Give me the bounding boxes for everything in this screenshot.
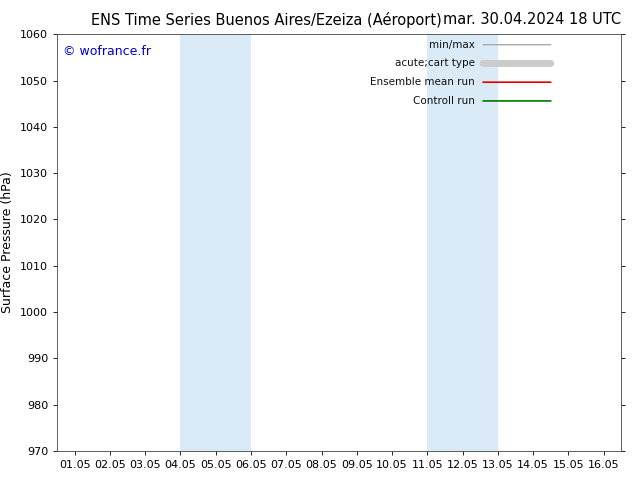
Text: Controll run: Controll run <box>413 96 475 106</box>
Text: ENS Time Series Buenos Aires/Ezeiza (Aéroport): ENS Time Series Buenos Aires/Ezeiza (Aér… <box>91 12 442 28</box>
Y-axis label: Surface Pressure (hPa): Surface Pressure (hPa) <box>1 172 15 314</box>
Text: mar. 30.04.2024 18 UTC: mar. 30.04.2024 18 UTC <box>443 12 621 27</box>
Text: acute;cart type: acute;cart type <box>394 58 475 69</box>
Text: © wofrance.fr: © wofrance.fr <box>63 45 151 58</box>
Text: min/max: min/max <box>429 40 475 49</box>
Bar <box>181 34 251 451</box>
Text: Ensemble mean run: Ensemble mean run <box>370 77 475 87</box>
Bar <box>427 34 498 451</box>
